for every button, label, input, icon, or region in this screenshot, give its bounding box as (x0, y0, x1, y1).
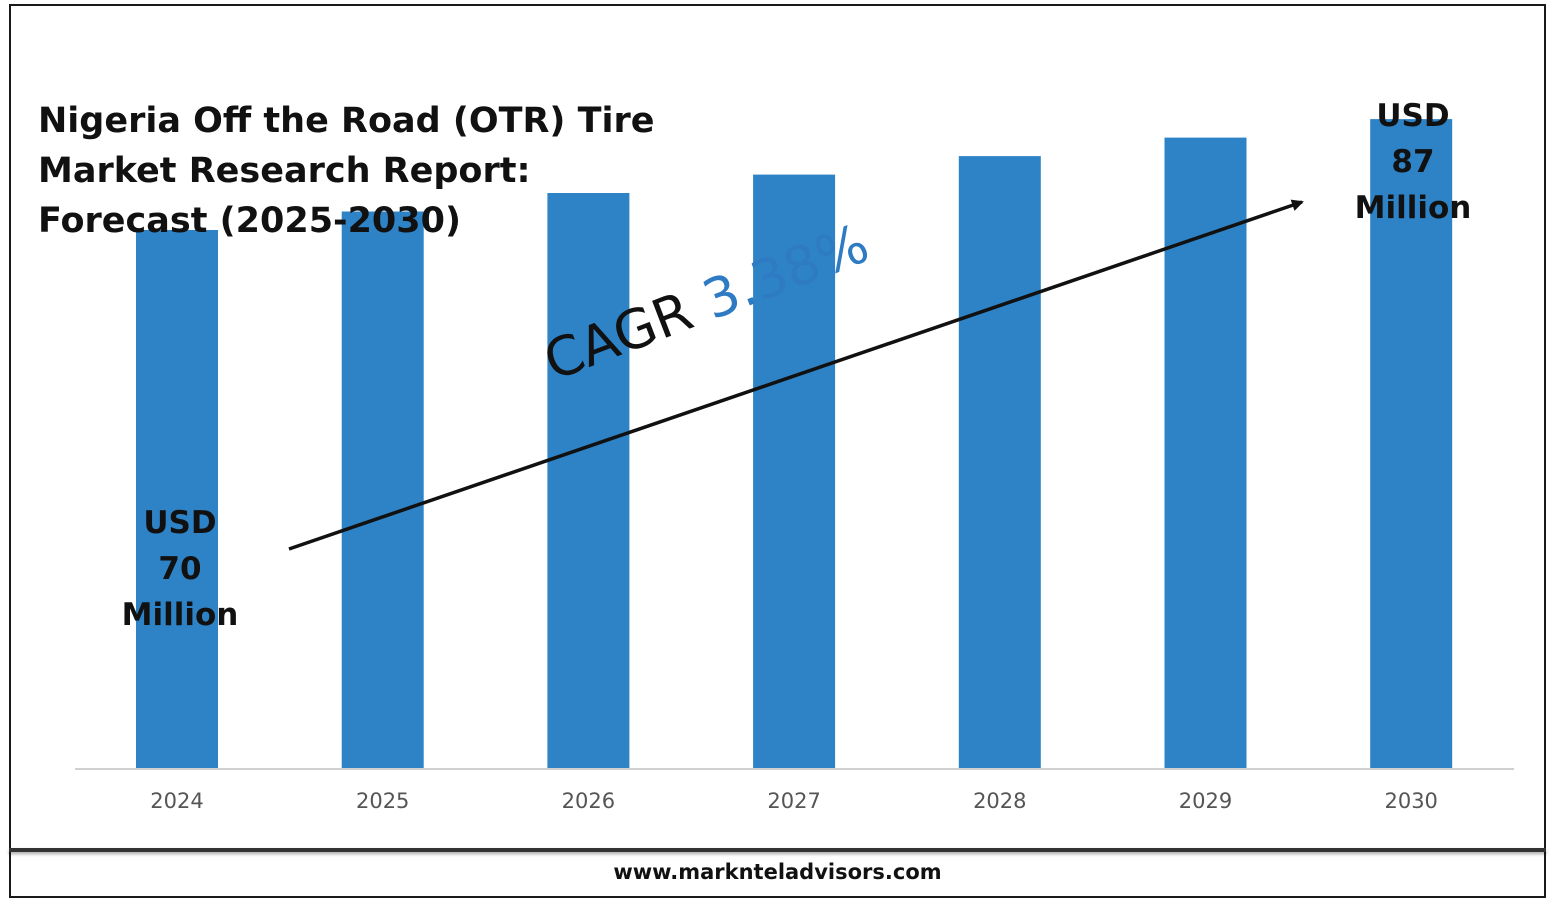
chart-title-line-2: Market Research Report: (38, 151, 531, 191)
x-tick-label-2025: 2025 (356, 789, 409, 813)
chart-title-line-1: Nigeria Off the Road (OTR) Tire (38, 101, 655, 141)
x-tick-label-2026: 2026 (562, 789, 615, 813)
x-tick-label-2029: 2029 (1179, 789, 1232, 813)
footer-divider (9, 848, 1546, 852)
start-value-callout: USD 70 Million (110, 500, 250, 638)
bar-2030 (1370, 119, 1453, 770)
bar-2025 (341, 211, 424, 769)
trend-arrow (288, 199, 1304, 551)
bars-group (136, 119, 1453, 770)
end-callout-value: 87 (1391, 144, 1435, 180)
bar-2028 (958, 156, 1041, 770)
end-value-callout: USD 87 Million (1343, 93, 1483, 231)
bar-2027 (753, 174, 836, 770)
x-tick-labels: 2024 2025 2026 2027 2028 2029 2030 (150, 789, 1438, 813)
bar-2029 (1164, 137, 1247, 770)
x-tick-label-2028: 2028 (973, 789, 1026, 813)
bar-2024 (136, 230, 218, 769)
footer-website[interactable]: www.marknteladvisors.com (613, 860, 942, 884)
chart-title: Nigeria Off the Road (OTR) Tire Market R… (38, 96, 678, 246)
bar-2026 (547, 193, 630, 769)
x-tick-label-2030: 2030 (1384, 789, 1437, 813)
start-callout-currency: USD (143, 505, 217, 541)
x-tick-label-2024: 2024 (150, 789, 203, 813)
start-callout-unit: Million (121, 597, 239, 633)
start-callout-value: 70 (158, 551, 202, 587)
chart-title-line-3: Forecast (2025-2030) (38, 201, 461, 241)
x-tick-label-2027: 2027 (767, 789, 820, 813)
end-callout-currency: USD (1376, 98, 1450, 134)
end-callout-unit: Million (1354, 190, 1472, 226)
